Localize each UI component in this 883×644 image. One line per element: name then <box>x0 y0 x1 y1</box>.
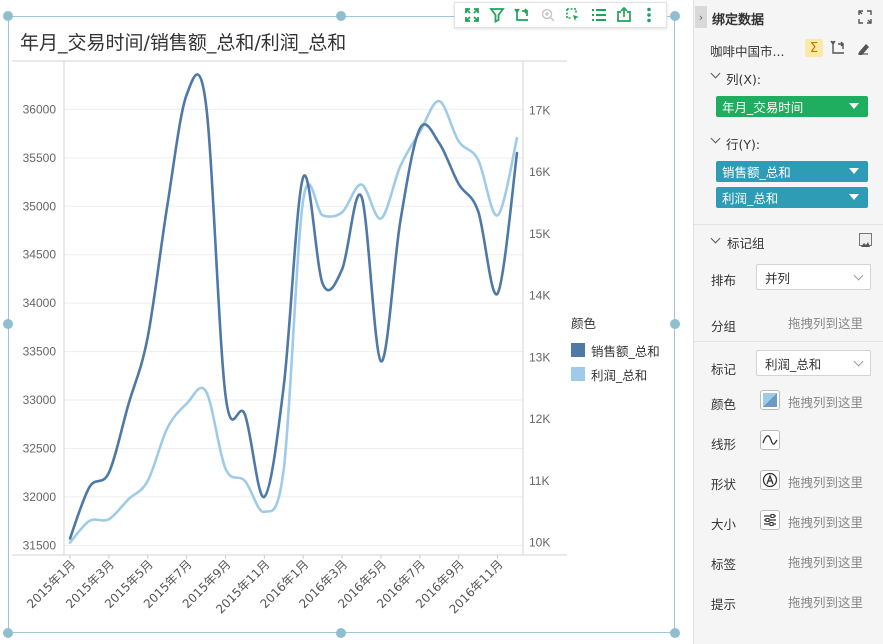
y-right-tick-label: 17K <box>529 103 550 117</box>
resize-handle[interactable] <box>3 628 13 638</box>
tip-label: 提示 <box>711 597 737 612</box>
shape-drop-zone[interactable]: 拖拽列到这里 <box>788 475 864 490</box>
y-left-tick-label: 31500 <box>23 538 57 552</box>
more-icon[interactable] <box>639 5 659 25</box>
row-field-label: 利润_总和 <box>722 191 779 206</box>
layout-label: 排布 <box>711 273 737 288</box>
mark-select[interactable]: 利润_总和 <box>756 350 871 376</box>
y-right-tick-label: 11K <box>529 474 549 488</box>
caret-down-icon[interactable] <box>849 194 859 200</box>
y-left-tick-label: 34500 <box>23 248 57 262</box>
expand-icon[interactable] <box>462 5 482 25</box>
y-right-tick-label: 13K <box>529 350 550 364</box>
line-style-icon[interactable] <box>760 430 780 450</box>
legend-item[interactable]: 销售额_总和 <box>571 338 660 362</box>
caret-down-icon[interactable] <box>849 168 859 174</box>
mark-value: 利润_总和 <box>765 356 822 372</box>
rows-label: 行(Y): <box>726 137 761 152</box>
swap-icon[interactable] <box>512 5 532 25</box>
chart-canvas: 31500 32000 32500 33000 33500 34000 34500 35000… <box>3 2 680 638</box>
group-drop-zone[interactable]: 拖拽列到这里 <box>788 316 864 331</box>
y-right-tick-label: 15K <box>529 227 550 241</box>
panel-title: 绑定数据 <box>712 13 765 28</box>
y-right-tick-label: 10K <box>529 536 550 550</box>
legend-title: 颜色 <box>571 316 597 331</box>
chart-toolbar <box>454 2 667 28</box>
layout-value: 并列 <box>765 270 791 286</box>
y-left-tick-label: 35500 <box>23 151 57 165</box>
resize-handle[interactable] <box>3 11 13 21</box>
y-left-tick-label: 35000 <box>23 199 57 213</box>
swap-axes-icon[interactable] <box>856 8 874 26</box>
row-field-pill[interactable]: 销售额_总和 <box>716 161 868 182</box>
resize-handle[interactable] <box>670 628 680 638</box>
select-icon[interactable] <box>563 5 583 25</box>
tag-drop-zone[interactable]: 拖拽列到这里 <box>788 555 864 570</box>
chart-legend: 颜色 销售额_总和 利润_总和 <box>571 313 660 386</box>
y-left-tick-label: 32000 <box>23 490 57 504</box>
y-left-tick-label: 32500 <box>23 441 57 455</box>
color-label: 颜色 <box>711 397 737 412</box>
zoom-icon <box>538 5 558 25</box>
y-left-tick-label: 33500 <box>23 345 57 359</box>
columns-label: 列(X): <box>726 72 762 87</box>
column-field-label: 年月_交易时间 <box>722 100 804 115</box>
color-icon[interactable] <box>760 390 780 410</box>
chart-plot: 31500 32000 32500 33000 33500 34000 34500 35000… <box>12 60 567 616</box>
eraser-icon[interactable] <box>855 40 871 56</box>
y-right-tick-label: 14K <box>529 289 550 303</box>
sum-icon[interactable]: Σ <box>805 39 823 57</box>
y-left-tick-label: 33000 <box>23 393 57 407</box>
mark-label: 标记 <box>711 362 737 377</box>
chevron-down-icon <box>853 356 864 367</box>
marks-group-label: 标记组 <box>727 236 765 251</box>
legend-label: 利润_总和 <box>591 367 648 383</box>
legend-item[interactable]: 利润_总和 <box>571 362 660 386</box>
list-icon[interactable] <box>589 5 609 25</box>
chart-title: 年月_交易时间/销售额_总和/利润_总和 <box>20 32 347 54</box>
size-drop-zone[interactable]: 拖拽列到这里 <box>788 515 864 530</box>
chevron-down-icon <box>853 270 864 281</box>
y-right-tick-label: 12K <box>529 412 550 426</box>
size-label: 大小 <box>711 517 737 532</box>
legend-swatch <box>571 343 585 357</box>
collapse-panel-button[interactable]: › <box>695 6 707 28</box>
sales-series-line <box>68 73 519 540</box>
filter-icon[interactable] <box>487 5 507 25</box>
size-icon[interactable] <box>760 510 780 530</box>
tag-label: 标签 <box>711 557 737 572</box>
resize-handle[interactable] <box>670 11 680 21</box>
row-field-label: 销售额_总和 <box>722 165 791 180</box>
y-right-tick-label: 16K <box>529 165 550 179</box>
shape-icon[interactable] <box>760 470 780 490</box>
column-field-pill[interactable]: 年月_交易时间 <box>716 96 868 117</box>
group-label: 分组 <box>711 319 737 334</box>
divider <box>693 224 883 225</box>
swap-icon[interactable] <box>830 39 846 57</box>
caret-down-icon[interactable] <box>849 103 859 109</box>
resize-handle[interactable] <box>336 11 346 21</box>
resize-handle[interactable] <box>336 628 346 638</box>
dataset-name[interactable]: 咖啡中国市... <box>710 44 785 59</box>
layout-select[interactable]: 并列 <box>756 264 871 290</box>
y-left-tick-label: 34000 <box>23 296 57 310</box>
shape-label: 形状 <box>711 477 737 492</box>
profit-series-line <box>68 99 519 544</box>
tip-drop-zone[interactable]: 拖拽列到这里 <box>788 595 864 610</box>
resize-handle[interactable] <box>670 319 680 329</box>
legend-label: 销售额_总和 <box>591 343 660 359</box>
line-label: 线形 <box>711 437 737 452</box>
row-field-pill[interactable]: 利润_总和 <box>716 187 868 208</box>
resize-handle[interactable] <box>3 319 13 329</box>
legend-swatch <box>571 367 585 381</box>
divider <box>693 341 883 342</box>
color-drop-zone[interactable]: 拖拽列到这里 <box>788 395 864 410</box>
y-left-tick-label: 36000 <box>23 102 57 116</box>
image-icon[interactable] <box>859 233 872 247</box>
export-icon[interactable] <box>614 5 634 25</box>
